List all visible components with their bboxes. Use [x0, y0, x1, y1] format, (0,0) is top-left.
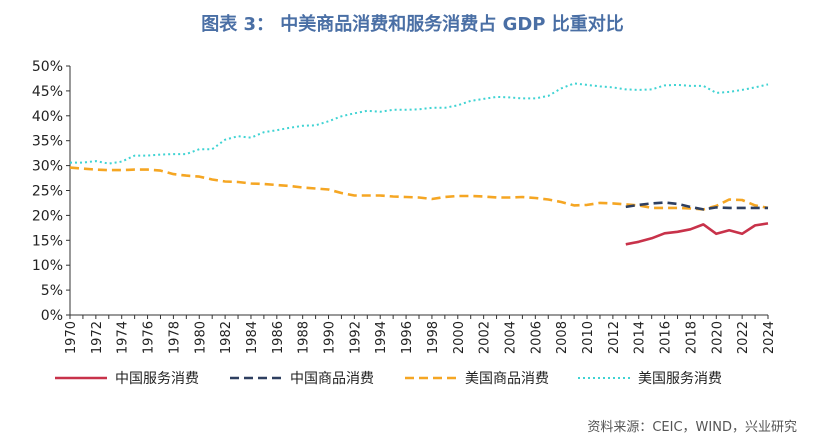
x-tick-label: 1996	[400, 321, 415, 354]
x-tick-label: 2000	[452, 321, 467, 354]
x-tick-label: 2010	[581, 321, 596, 354]
y-tick-label: 30%	[32, 159, 63, 175]
series-line-0	[625, 222, 769, 246]
legend-label: 中国服务消费	[115, 371, 199, 387]
legend-label: 中国商品消费	[290, 371, 374, 387]
y-tick-label: 5%	[41, 283, 63, 299]
series-line-3	[70, 82, 769, 165]
x-tick-label: 2004	[503, 321, 518, 354]
x-tick-label: 2022	[736, 321, 751, 354]
x-tick-label: 2016	[659, 321, 674, 354]
y-tick-label: 20%	[32, 208, 63, 224]
series-line-1	[625, 201, 768, 211]
x-tick-label: 1974	[116, 321, 131, 354]
x-tick-label: 2008	[555, 321, 570, 354]
y-tick-label: 40%	[32, 109, 63, 125]
x-tick-label: 1992	[348, 321, 363, 354]
x-tick-label: 1986	[271, 321, 286, 354]
x-tick-label: 1984	[245, 321, 260, 354]
x-tick-label: 1970	[64, 321, 79, 354]
y-tick-label: 15%	[32, 233, 63, 249]
x-tick-label: 2014	[633, 321, 648, 354]
x-tick-label: 1994	[374, 321, 389, 354]
x-tick-label: 2020	[710, 321, 725, 354]
x-tick-label: 1982	[219, 321, 234, 354]
x-tick-label: 1998	[426, 321, 441, 354]
x-tick-label: 2002	[478, 321, 493, 354]
source-note: 资料来源：CEIC，WIND，兴业研究	[587, 420, 797, 435]
x-tick-label: 1980	[193, 321, 208, 354]
y-tick-label: 45%	[32, 84, 63, 100]
x-tick-label: 1988	[297, 321, 312, 354]
series-line-2	[69, 166, 769, 211]
y-tick-label: 50%	[32, 59, 63, 75]
chart-title: 图表 3： 中美商品消费和服务消费占 GDP 比重对比	[201, 14, 624, 35]
x-tick-label: 1972	[90, 321, 105, 354]
x-tick-label: 2018	[684, 321, 699, 354]
x-tick-label: 2006	[529, 321, 544, 354]
y-tick-label: 10%	[32, 258, 63, 274]
x-tick-label: 1990	[323, 321, 338, 354]
y-tick-label: 25%	[32, 184, 63, 200]
x-tick-label: 1976	[142, 321, 157, 354]
legend-label: 美国服务消费	[638, 371, 722, 387]
legend-label: 美国商品消费	[465, 371, 549, 387]
x-tick-label: 2012	[607, 321, 622, 354]
x-tick-label: 1978	[167, 321, 182, 354]
x-tick-label: 2024	[762, 321, 777, 354]
y-tick-label: 35%	[32, 134, 63, 150]
y-tick-label: 0%	[41, 308, 63, 324]
